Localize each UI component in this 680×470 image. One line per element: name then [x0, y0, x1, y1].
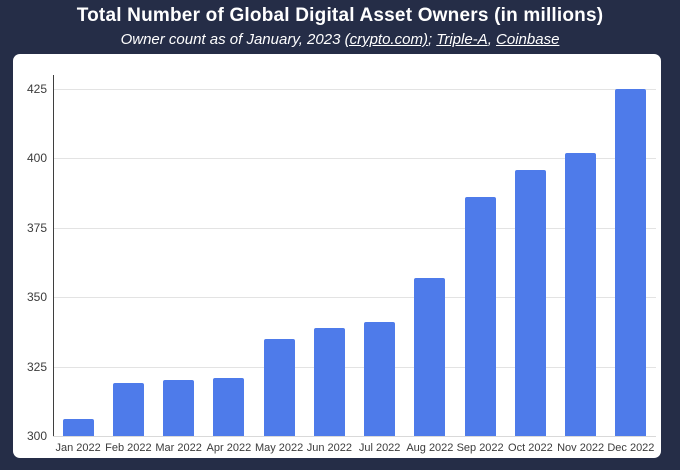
bar-mar-2022	[163, 380, 195, 436]
source-link-cryptocom: (crypto.com)	[344, 31, 428, 48]
x-tick-label-jun-2022: Jun 2022	[306, 442, 352, 454]
y-tick-label-400: 400	[26, 151, 47, 166]
bar-jul-2022	[364, 322, 396, 436]
bar-band	[103, 89, 153, 436]
bar-band	[556, 89, 606, 436]
y-tick-label-350: 350	[26, 290, 47, 305]
y-tick-label-425: 425	[26, 82, 47, 96]
subtitle-separator: ;	[427, 31, 437, 48]
y-tick-label-300: 300	[26, 429, 47, 443]
chart-title: Total Number of Global Digital Asset Own…	[76, 5, 604, 26]
bar-jun-2022	[313, 327, 345, 436]
x-tick-label-mar-2022: Mar 2022	[155, 442, 202, 454]
bar-band	[254, 89, 304, 436]
y-tick-label-375: 375	[26, 220, 47, 235]
bar-band	[505, 89, 555, 436]
grid-line-400	[53, 158, 656, 160]
bar-sep-2022	[464, 197, 496, 436]
bar-feb-2022	[112, 383, 144, 436]
subtitle-text: Owner count as of January, 2023	[120, 31, 345, 48]
grid-line-350	[53, 297, 656, 299]
x-tick-label-jan-2022: Jan 2022	[55, 442, 101, 454]
grid-line-375	[53, 227, 656, 229]
bar-band	[455, 89, 505, 436]
bar-apr-2022	[213, 377, 245, 436]
chart-panel: 300 325 350 375 400 425 Jan 2022 Feb 2022 Mar 2…	[13, 54, 661, 458]
x-tick-label-nov-2022: Nov 2022	[557, 442, 605, 454]
bar-band	[355, 89, 405, 436]
x-tick-label-dec-2022: Dec 2022	[607, 442, 655, 454]
bar-may-2022	[263, 338, 295, 436]
grid-line-300	[53, 436, 656, 437]
bar-band	[606, 89, 656, 436]
x-tick-label-feb-2022: Feb 2022	[105, 442, 152, 454]
x-tick-label-may-2022: May 2022	[254, 442, 304, 454]
chart-subtitle: Owner count as of January, 2023 (crypto.…	[0, 31, 680, 48]
bar-band	[405, 89, 455, 436]
x-axis-labels: Jan 2022 Feb 2022 Mar 2022 Apr 2022 May 2022…	[53, 442, 656, 454]
source-link-coinbase: Coinbase	[496, 31, 560, 48]
x-tick-label-oct-2022: Oct 2022	[508, 442, 553, 454]
bar-band	[304, 89, 354, 436]
y-axis-labels: 300 325 350 375 400 425	[13, 54, 49, 458]
bar-dec-2022	[615, 89, 647, 436]
source-link-triple-a: Triple-A	[436, 31, 488, 48]
plot-area	[53, 89, 656, 437]
x-tick-label-aug-2022: Aug 2022	[406, 442, 454, 454]
grid-line-425	[53, 89, 656, 90]
y-tick-label-325: 325	[26, 359, 47, 374]
y-axis-line	[53, 75, 54, 436]
bar-aug-2022	[414, 277, 446, 436]
x-tick-label-sep-2022: Sep 2022	[456, 442, 504, 454]
bar-band	[53, 89, 103, 436]
grid-line-325	[53, 366, 656, 368]
subtitle-separator: ,	[487, 31, 497, 48]
x-tick-label-jul-2022: Jul 2022	[358, 442, 401, 454]
bar-oct-2022	[514, 169, 546, 436]
x-tick-label-apr-2022: Apr 2022	[206, 442, 252, 454]
bar-jan-2022	[62, 419, 94, 436]
bar-band	[204, 89, 254, 436]
bar-band	[154, 89, 204, 436]
bar-series	[53, 89, 656, 436]
bar-nov-2022	[565, 152, 597, 436]
